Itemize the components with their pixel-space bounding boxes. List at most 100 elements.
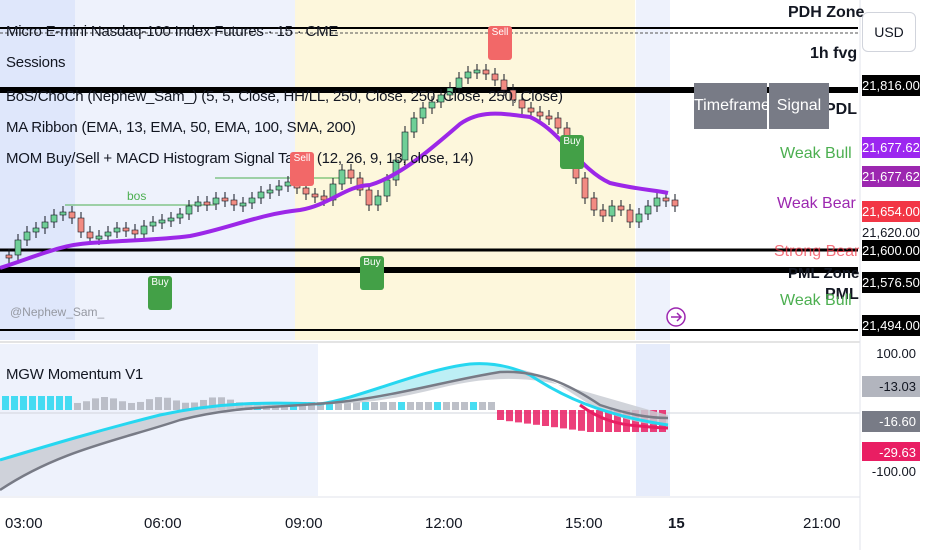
- osc-cyan-fill: [320, 363, 525, 404]
- candle: [671, 199, 679, 207]
- indicator-title[interactable]: MGW Momentum V1: [6, 366, 144, 383]
- osc-bar: [182, 402, 189, 410]
- symbol-title[interactable]: Micro E-mini Nasdaq-100 Index Futures · …: [6, 23, 339, 40]
- legend-bos-choch[interactable]: BoS/ChoCh (Nephew_Sam_) (5, 5, Close, HH…: [6, 88, 563, 105]
- candle: [545, 115, 553, 120]
- osc-bar: [155, 397, 162, 410]
- buy-marker: Buy: [560, 135, 584, 169]
- osc-signal-fill: [0, 367, 668, 490]
- candle: [23, 231, 31, 241]
- legend-mom-macd[interactable]: MOM Buy/Sell + MACD Histogram Signal Tab…: [6, 150, 474, 167]
- candle: [626, 209, 634, 223]
- osc-bar: [29, 396, 36, 410]
- osc-bar: [560, 410, 567, 429]
- price-tag: 21,576.50: [862, 272, 920, 293]
- candle: [149, 221, 157, 227]
- osc-bar: [380, 402, 387, 410]
- fvg-label: 1h fvg: [810, 45, 858, 62]
- candle: [401, 131, 409, 161]
- signal-row: Weak Bear: [777, 195, 856, 212]
- candle: [302, 187, 310, 195]
- signal-row: Weak Bull: [780, 145, 852, 162]
- candle: [428, 101, 436, 109]
- candle: [248, 197, 256, 204]
- candle: [383, 179, 391, 197]
- candle: [68, 211, 76, 219]
- osc-tag: -29.63: [862, 442, 920, 463]
- osc-bar: [614, 410, 621, 432]
- osc-bar: [209, 397, 216, 410]
- candle: [194, 201, 202, 207]
- candle: [50, 214, 58, 223]
- osc-bar: [623, 410, 630, 432]
- candle: [374, 195, 382, 206]
- osc-slow-line: [0, 370, 669, 492]
- legend-sessions[interactable]: Sessions: [6, 54, 66, 71]
- candle: [581, 177, 589, 199]
- osc-bar: [488, 402, 495, 410]
- candle: [320, 195, 328, 201]
- osc-bar: [551, 410, 558, 428]
- candle: [662, 197, 670, 202]
- osc-bar: [308, 402, 315, 410]
- candle: [95, 235, 103, 240]
- osc-bar: [128, 402, 135, 410]
- osc-bar: [542, 410, 549, 426]
- candle: [338, 169, 346, 185]
- time-label: 21:00: [803, 515, 841, 532]
- candle: [464, 71, 472, 79]
- candle: [635, 213, 643, 223]
- candle: [653, 197, 661, 207]
- session-london-bg: [295, 0, 635, 340]
- pml-label: PML: [825, 286, 859, 303]
- osc-bar: [11, 396, 18, 410]
- candle: [41, 221, 49, 229]
- sell-marker: Sell: [488, 26, 512, 60]
- osc-bar: [119, 401, 126, 410]
- osc-bar: [578, 410, 585, 431]
- osc-bar: [470, 402, 477, 410]
- osc-bar: [164, 397, 171, 410]
- candle: [419, 107, 427, 119]
- osc-bar: [515, 410, 522, 423]
- osc-bar: [146, 399, 153, 410]
- osc-bar: [173, 400, 180, 410]
- osc-bar: [92, 398, 99, 410]
- candle: [257, 191, 265, 199]
- currency-button[interactable]: USD: [862, 12, 916, 52]
- replay-arrow: [671, 312, 683, 322]
- candle: [455, 77, 463, 89]
- osc-bar: [2, 396, 9, 410]
- candle: [437, 94, 445, 103]
- osc-bar: [452, 402, 459, 410]
- osc-bear-line: [579, 403, 669, 430]
- candle: [86, 231, 94, 239]
- osc-bar: [353, 402, 360, 410]
- signal-table-header-timeframe: Timeframe: [694, 83, 770, 129]
- time-label: 09:00: [285, 515, 323, 532]
- candle: [140, 225, 148, 235]
- osc-bar: [317, 402, 324, 410]
- osc-bar: [497, 410, 504, 420]
- signal-row: Strong Bear: [774, 243, 860, 260]
- bos-label: bos: [127, 189, 147, 203]
- candle: [275, 185, 283, 191]
- osc-bar: [533, 410, 540, 425]
- watermark: @Nephew_Sam_: [10, 305, 105, 319]
- osc-bar: [524, 410, 531, 424]
- candle: [365, 189, 373, 206]
- candle: [536, 111, 544, 117]
- osc-bar: [416, 402, 423, 410]
- pdh-zone-label: PDH Zone: [788, 4, 865, 21]
- candle: [347, 169, 355, 179]
- candle: [176, 213, 184, 219]
- osc-bar: [101, 397, 108, 410]
- candle: [185, 205, 193, 215]
- legend-ma-ribbon[interactable]: MA Ribbon (EMA, 13, EMA, 50, EMA, 100, S…: [6, 119, 356, 136]
- candle: [446, 87, 454, 96]
- sell-marker: Sell: [290, 152, 314, 186]
- candle: [230, 199, 238, 206]
- candle: [158, 219, 166, 224]
- price-tag: 21,620.00: [862, 222, 920, 243]
